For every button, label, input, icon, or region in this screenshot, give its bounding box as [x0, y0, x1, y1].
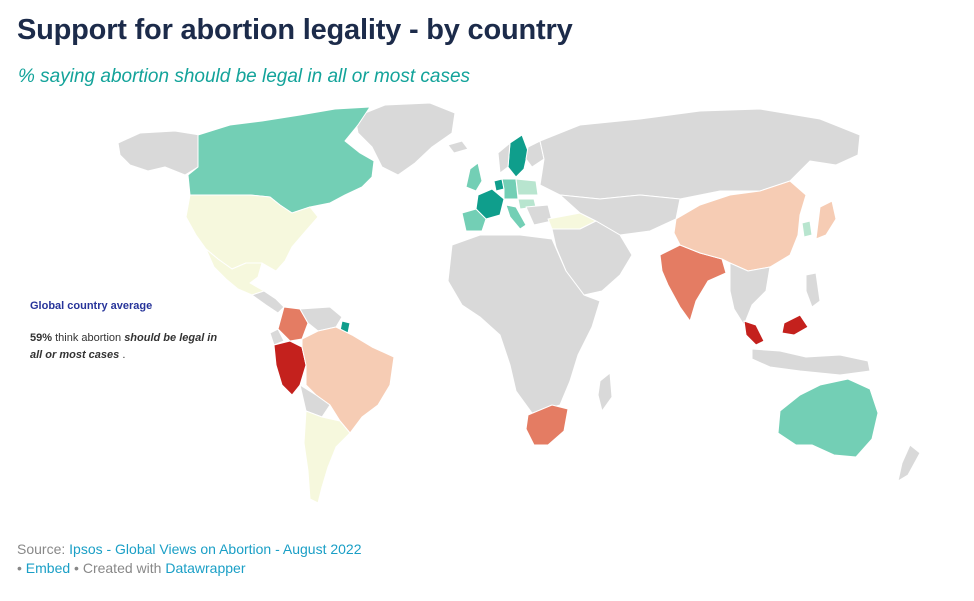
map-region-spain[interactable]	[461, 208, 487, 232]
map-region-uk[interactable]	[465, 162, 483, 192]
map-region-alaska[interactable]	[117, 130, 201, 176]
map-region-philippines[interactable]	[805, 272, 821, 308]
map-region-ecuador[interactable]	[269, 328, 285, 346]
embed-link[interactable]: Embed	[25, 560, 71, 576]
annotation-body: 59% think abortion should be legal in al…	[30, 330, 230, 364]
map-region-australia[interactable]	[777, 378, 879, 458]
map-region-new-zealand[interactable]	[897, 444, 921, 482]
credit-text: • Created with	[70, 560, 166, 576]
credit-bullet: •	[17, 560, 26, 576]
annotation-text-end: .	[119, 349, 126, 361]
map-region-bolivia[interactable]	[299, 384, 331, 418]
map-region-germany[interactable]	[501, 178, 519, 200]
annotation-heading: Global country average	[30, 300, 153, 312]
map-region-japan[interactable]	[815, 200, 837, 240]
source-prefix: Source:	[17, 541, 70, 557]
source-line: Source: Ipsos - Global Views on Abortion…	[17, 540, 362, 559]
annotation-emphasis: should be legal in all or most cases	[30, 332, 218, 361]
map-region-brazil[interactable]	[301, 326, 395, 434]
world-map	[117, 102, 921, 504]
map-region-poland[interactable]	[515, 178, 539, 196]
map-region-balkans[interactable]	[525, 204, 553, 226]
map-region-greenland[interactable]	[354, 102, 456, 176]
source-link[interactable]: Ipsos - Global Views on Abortion - Augus…	[69, 541, 362, 557]
map-region-russia[interactable]	[539, 108, 861, 200]
datawrapper-link[interactable]: Datawrapper	[165, 560, 246, 576]
map-region-africa[interactable]	[447, 234, 601, 414]
map-region-madagascar[interactable]	[597, 372, 613, 412]
map-region-central-asia[interactable]	[559, 194, 681, 236]
map-region-italy[interactable]	[505, 204, 527, 230]
map-region-mexico[interactable]	[205, 248, 265, 296]
map-region-central-america[interactable]	[251, 290, 285, 314]
chart-title: Support for abortion legality - by count…	[17, 14, 573, 46]
chart-subtitle: % saying abortion should be legal in all…	[18, 66, 471, 87]
map-region-indonesia[interactable]	[751, 348, 871, 376]
map-region-south-africa[interactable]	[525, 404, 569, 446]
annotation-percent: 59%	[30, 332, 53, 344]
global-average-annotation: Global country average 59% think abortio…	[30, 300, 230, 364]
map-region-sweden[interactable]	[507, 134, 529, 178]
footer: Source: Ipsos - Global Views on Abortion…	[17, 540, 362, 578]
map-region-malaysia[interactable]	[743, 314, 809, 346]
map-region-china[interactable]	[673, 180, 807, 272]
map-region-argentina[interactable]	[303, 410, 351, 504]
annotation-text-mid: think abortion	[52, 332, 125, 344]
map-region-south-korea[interactable]	[801, 220, 813, 238]
map-region-southeast-asia[interactable]	[729, 262, 771, 326]
credit-line: • Embed • Created with Datawrapper	[17, 559, 362, 578]
map-region-iceland[interactable]	[447, 140, 469, 154]
map-region-norway-finland[interactable]	[497, 140, 545, 174]
